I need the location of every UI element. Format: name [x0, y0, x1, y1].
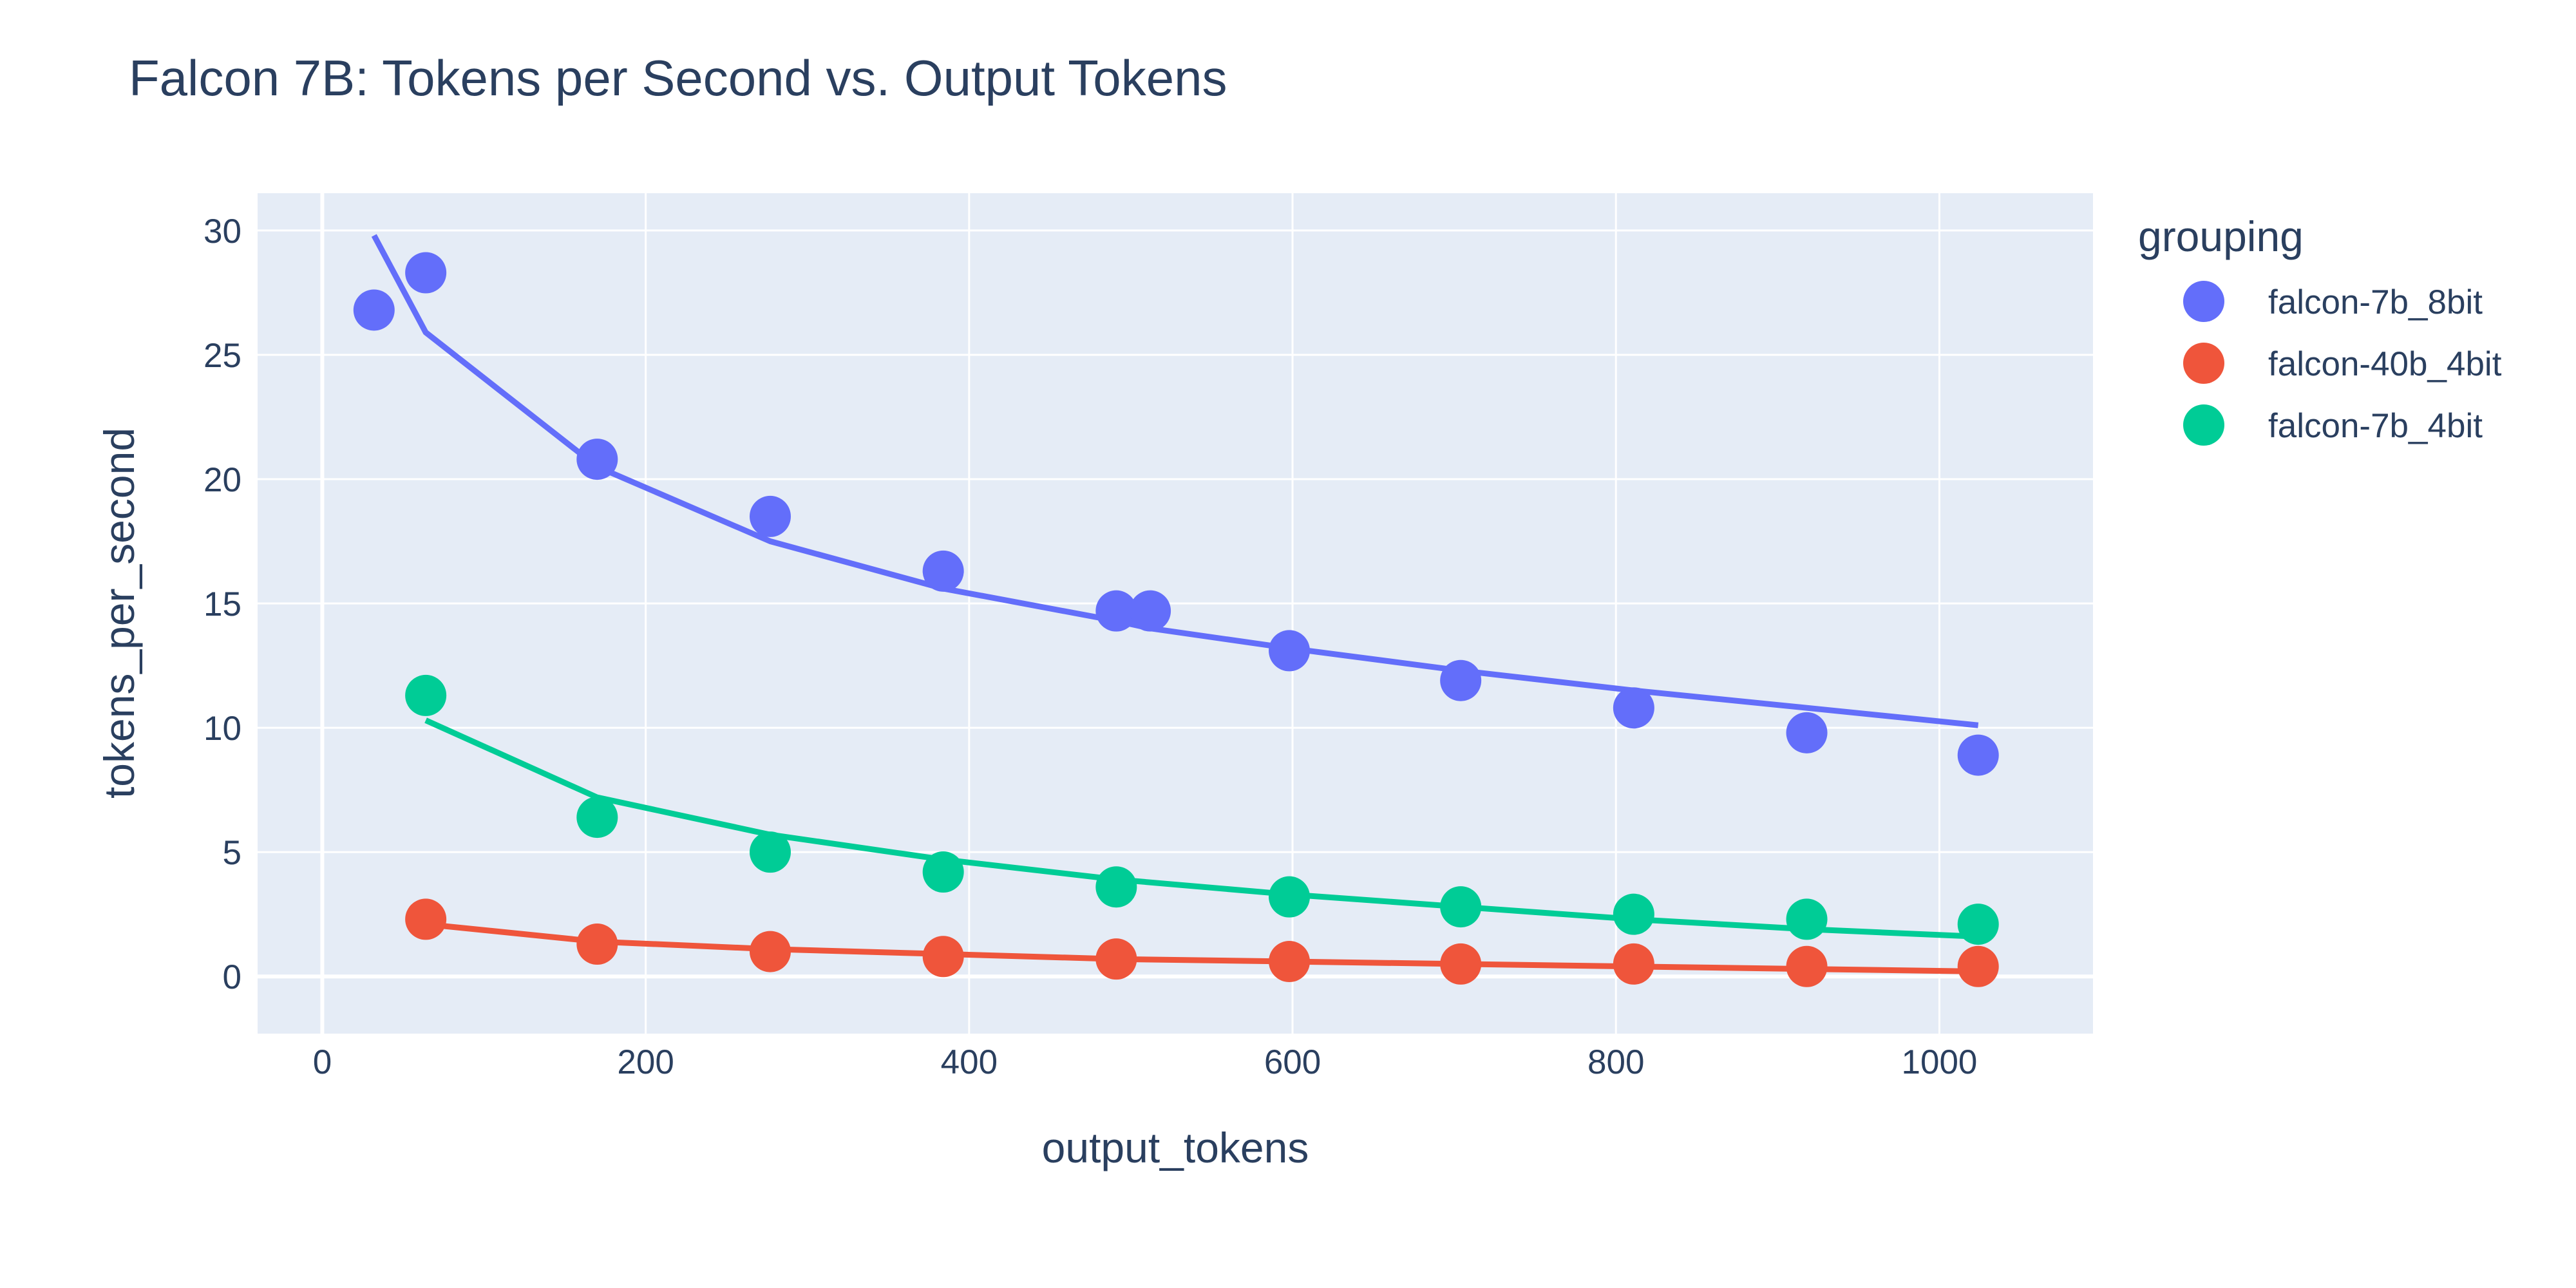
- legend-label: falcon-40b_4bit: [2268, 345, 2502, 383]
- point-falcon-7b_8bit[interactable]: [353, 289, 395, 331]
- point-falcon-7b_4bit[interactable]: [1095, 866, 1137, 908]
- point-falcon-7b_8bit[interactable]: [1786, 712, 1828, 753]
- point-falcon-7b_4bit[interactable]: [405, 674, 447, 716]
- x-tick-label: 600: [1264, 1043, 1321, 1081]
- tick-labels: 0 200 400 600 800 1000 0 5 10 15 20 25 30: [204, 213, 1977, 1081]
- fit-lines: [371, 234, 1979, 974]
- x-tick-label: 200: [617, 1043, 674, 1081]
- legend-label: falcon-7b_4bit: [2268, 407, 2483, 445]
- point-falcon-7b_4bit[interactable]: [1786, 898, 1828, 940]
- fit-line-falcon-7b_4bit: [424, 717, 1978, 940]
- legend-item-falcon-40b_4bit[interactable]: falcon-40b_4bit: [2183, 343, 2502, 384]
- plot-area: [258, 193, 2093, 1034]
- x-tick-label: 0: [313, 1043, 332, 1081]
- y-axis-title: tokens_per_second: [95, 428, 143, 799]
- point-falcon-7b_4bit[interactable]: [1957, 904, 1999, 945]
- y-tick-label: 30: [204, 213, 242, 251]
- y-tick-label: 10: [204, 710, 242, 748]
- point-falcon-40b_4bit[interactable]: [1269, 941, 1311, 983]
- legend-marker: [2183, 404, 2224, 446]
- point-falcon-40b_4bit[interactable]: [1613, 943, 1654, 985]
- point-falcon-40b_4bit[interactable]: [1786, 945, 1828, 987]
- point-falcon-40b_4bit[interactable]: [749, 931, 791, 972]
- legend-item-falcon-7b_4bit[interactable]: falcon-7b_4bit: [2183, 404, 2483, 446]
- gridlines: [258, 193, 2093, 1034]
- legend-label: falcon-7b_8bit: [2268, 283, 2483, 321]
- data-points: [353, 252, 1999, 987]
- point-falcon-7b_8bit[interactable]: [1130, 590, 1171, 632]
- point-falcon-40b_4bit[interactable]: [405, 898, 447, 940]
- point-falcon-7b_4bit[interactable]: [922, 851, 964, 893]
- point-falcon-7b_4bit[interactable]: [1613, 893, 1654, 935]
- legend-items[interactable]: falcon-7b_8bit falcon-40b_4bit falcon-7b_4…: [2183, 281, 2502, 446]
- y-tick-label: 0: [223, 958, 242, 996]
- y-tick-label: 20: [204, 461, 242, 499]
- point-falcon-7b_4bit[interactable]: [576, 797, 618, 838]
- x-axis-title: output_tokens: [1042, 1124, 1309, 1171]
- point-falcon-7b_8bit[interactable]: [922, 550, 964, 592]
- x-tick-label: 800: [1587, 1043, 1644, 1081]
- point-falcon-40b_4bit[interactable]: [1095, 938, 1137, 980]
- fit-line-falcon-40b_4bit: [425, 921, 1978, 974]
- point-falcon-7b_8bit[interactable]: [1269, 630, 1311, 672]
- chart-title: Falcon 7B: Tokens per Second vs. Output …: [129, 50, 1227, 106]
- point-falcon-7b_8bit[interactable]: [1957, 734, 1999, 776]
- point-falcon-40b_4bit[interactable]: [1440, 943, 1482, 985]
- y-tick-label: 15: [204, 585, 242, 623]
- y-tick-label: 25: [204, 337, 242, 375]
- point-falcon-7b_8bit[interactable]: [576, 439, 618, 480]
- point-falcon-40b_4bit[interactable]: [1957, 945, 1999, 987]
- point-falcon-7b_8bit[interactable]: [1095, 590, 1137, 632]
- point-falcon-7b_8bit[interactable]: [1440, 659, 1482, 701]
- legend-title: grouping: [2138, 213, 2304, 260]
- point-falcon-7b_4bit[interactable]: [1269, 876, 1311, 918]
- legend-item-falcon-7b_8bit[interactable]: falcon-7b_8bit: [2183, 281, 2483, 322]
- y-tick-label: 5: [223, 834, 242, 872]
- x-tick-label: 1000: [1902, 1043, 1978, 1081]
- point-falcon-7b_8bit[interactable]: [749, 495, 791, 537]
- point-falcon-7b_4bit[interactable]: [1440, 886, 1482, 928]
- legend[interactable]: grouping falcon-7b_8bitfalcon-40b_4bitfa…: [2138, 213, 2502, 446]
- point-falcon-7b_8bit[interactable]: [405, 252, 447, 294]
- legend-marker: [2183, 281, 2224, 322]
- legend-marker: [2183, 343, 2224, 384]
- x-tick-label: 400: [941, 1043, 998, 1081]
- point-falcon-7b_4bit[interactable]: [749, 831, 791, 873]
- point-falcon-40b_4bit[interactable]: [576, 923, 618, 965]
- fit-line-falcon-7b_8bit: [371, 234, 1979, 728]
- point-falcon-7b_8bit[interactable]: [1613, 687, 1654, 729]
- point-falcon-40b_4bit[interactable]: [922, 936, 964, 978]
